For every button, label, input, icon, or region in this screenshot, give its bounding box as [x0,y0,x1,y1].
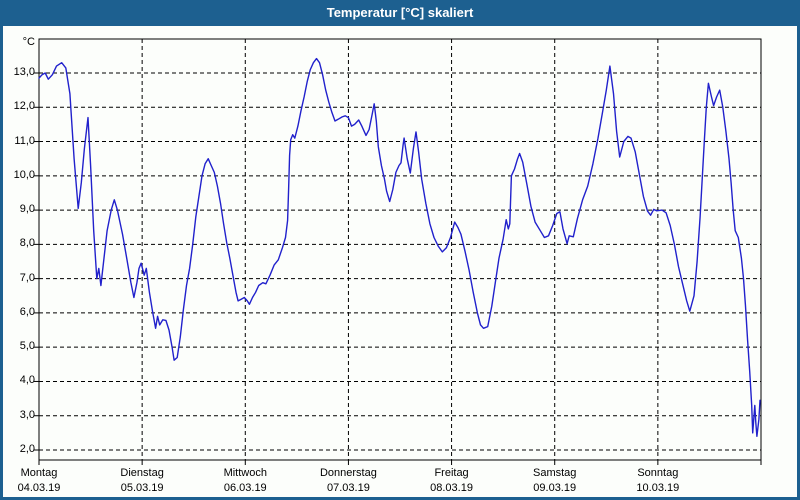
y-tick-label: 13,0 [13,66,35,78]
x-tick-day: Mittwoch [223,467,267,479]
x-tick-label: Freitag 08.03.19 [404,466,500,496]
x-tick-day: Samstag [532,467,577,479]
y-tick-label: 10,0 [13,168,35,181]
x-tick-date: 09.03.19 [533,482,577,494]
x-tick-day: Montag [20,467,58,479]
y-tick-label: 5,0 [19,340,35,353]
chart-panel [3,26,797,497]
y-tick-label: 2,0 [19,443,35,455]
y-tick-label: 11,0 [14,134,35,147]
x-tick-date: 06.03.19 [223,482,267,494]
y-tick-label: 6,0 [19,305,35,318]
x-tick-date: 05.03.19 [120,482,164,494]
x-tick-label: Dienstag 05.03.19 [94,466,190,496]
y-tick-label: 9,0 [19,203,35,216]
window-title: Temperatur [°C] skaliert [326,5,474,20]
y-tick-label: 12,0 [13,100,35,113]
y-tick-label: 7,0 [19,271,35,284]
x-tick-date: 10.03.19 [636,482,680,494]
x-tick-date: 04.03.19 [17,482,61,494]
x-tick-label: Samstag 09.03.19 [507,466,603,496]
x-tick-label: Montag 04.03.19 [0,466,87,496]
x-tick-date: 07.03.19 [327,482,370,494]
x-tick-date: 08.03.19 [430,482,473,494]
x-tick-label: Mittwoch 06.03.19 [197,466,293,496]
y-tick-label: 8,0 [19,237,35,250]
y-axis-unit-label: °C [22,36,35,48]
y-tick-label: 3,0 [19,408,35,421]
x-tick-day: Dienstag [120,467,164,479]
x-tick-label: Sonntag 10.03.19 [610,466,706,496]
window-titlebar: Temperatur [°C] skaliert [0,0,800,26]
x-tick-day: Freitag [434,467,469,479]
x-tick-day: Sonntag [637,467,679,479]
y-tick-label: 4,0 [19,374,35,387]
x-tick-day: Donnerstag [319,467,377,479]
x-tick-label: Donnerstag 07.03.19 [300,466,396,496]
